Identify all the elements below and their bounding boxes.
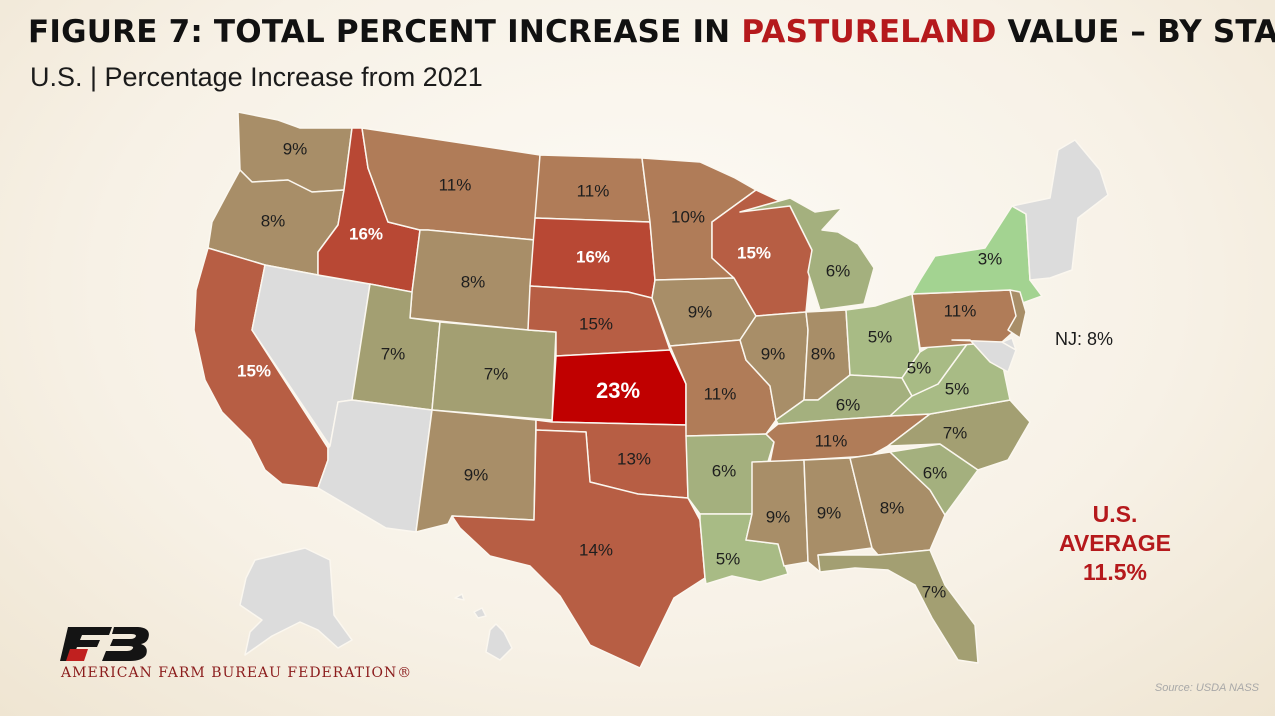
state-MI xyxy=(739,197,875,311)
label-NE: 15% xyxy=(579,314,613,333)
label-AL: 9% xyxy=(817,503,842,522)
label-IN: 8% xyxy=(811,344,836,363)
label-WA: 9% xyxy=(283,139,308,158)
state-SC xyxy=(889,443,979,516)
label-IL: 9% xyxy=(761,344,786,363)
title-suffix: VALUE – BY STATE xyxy=(1007,14,1275,50)
label-UT: 7% xyxy=(381,344,406,363)
label-OR: 8% xyxy=(261,211,286,230)
state-AK xyxy=(239,547,353,656)
title-prefix: FIGURE 7: TOTAL PERCENT INCREASE IN xyxy=(28,14,742,50)
label-CA: 15% xyxy=(237,361,271,380)
label-MN: 10% xyxy=(671,207,705,226)
label-OK: 13% xyxy=(617,449,651,468)
us-average-callout: U.S. AVERAGE 11.5% xyxy=(1040,500,1190,587)
label-SC: 6% xyxy=(923,463,948,482)
label-LA: 5% xyxy=(716,549,741,568)
state-NE-region xyxy=(1011,139,1109,281)
label-PA: 11% xyxy=(944,301,977,320)
state-NC xyxy=(887,399,1031,471)
label-WY: 8% xyxy=(461,272,486,291)
state-HI xyxy=(454,593,513,661)
state-CO xyxy=(431,321,557,421)
label-KY: 6% xyxy=(836,395,861,414)
state-DE xyxy=(1001,337,1017,351)
label-FL: 7% xyxy=(922,582,947,601)
label-SD: 16% xyxy=(576,247,610,266)
label-TX: 14% xyxy=(579,540,613,559)
state-TN xyxy=(765,413,931,463)
state-AZ xyxy=(317,399,433,533)
figure-subtitle: U.S. | Percentage Increase from 2021 xyxy=(30,62,483,92)
source-note: Source: USDA NASS xyxy=(1154,682,1259,694)
label-MO: 11% xyxy=(704,384,737,403)
label-IA: 9% xyxy=(688,302,713,321)
nj-note: NJ: 8% xyxy=(1055,329,1114,349)
label-NM: 9% xyxy=(464,465,489,484)
state-NJ xyxy=(1007,289,1027,339)
state-TX xyxy=(451,429,706,669)
label-TN: 11% xyxy=(815,431,848,450)
label-NC: 7% xyxy=(943,423,968,442)
label-AR: 6% xyxy=(712,461,737,480)
label-VA: 5% xyxy=(945,379,970,398)
afbf-logo xyxy=(60,627,149,661)
label-NY: 3% xyxy=(978,249,1003,268)
us-average-line1: U.S. xyxy=(1092,501,1138,527)
state-FL xyxy=(817,549,979,664)
label-MS: 9% xyxy=(766,507,791,526)
label-WV: 5% xyxy=(907,358,932,377)
label-MI: 6% xyxy=(826,261,851,280)
us-average-line2: AVERAGE xyxy=(1058,530,1172,556)
label-WI: 15% xyxy=(737,243,771,262)
label-MT: 11% xyxy=(439,175,472,194)
us-average-value: 11.5% xyxy=(1083,559,1147,585)
label-CO: 7% xyxy=(484,364,509,383)
label-ID: 16% xyxy=(349,224,383,243)
organization-name: AMERICAN FARM BUREAU FEDERATION® xyxy=(61,665,413,681)
label-ND: 11% xyxy=(577,181,610,200)
label-OH: 5% xyxy=(868,327,893,346)
label-GA: 8% xyxy=(880,498,905,517)
title-highlight: PASTURELAND xyxy=(741,14,997,50)
figure-title: FIGURE 7: TOTAL PERCENT INCREASE IN PAST… xyxy=(28,14,1275,50)
label-KS: 23% xyxy=(596,378,640,403)
